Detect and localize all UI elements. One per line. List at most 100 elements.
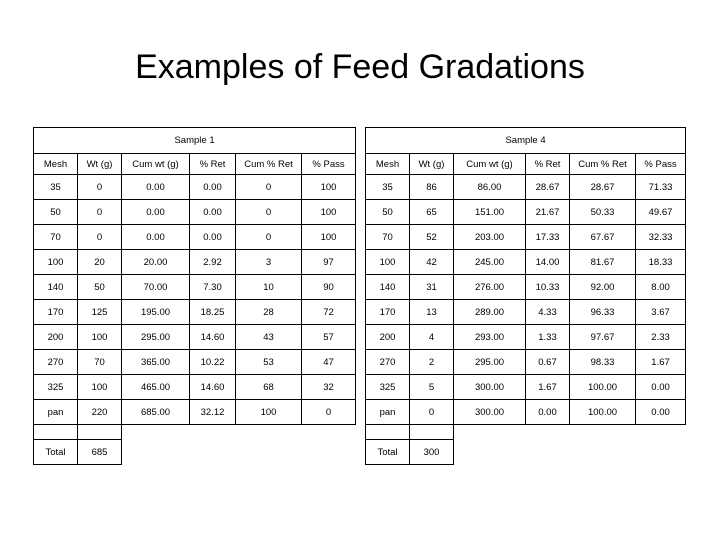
table-cell: 220 [77, 399, 122, 425]
table-cell: 100 [300, 199, 357, 225]
empty-area [122, 425, 356, 440]
table-cell: 81.67 [569, 249, 636, 275]
table-row: 325 100 465.00 14.60 68 32 [33, 374, 357, 400]
table-cell: 2.92 [189, 249, 236, 275]
table-cell: 200 [365, 324, 410, 350]
column-header: Cum wt (g) [453, 153, 526, 175]
table-row: 270 70 365.00 10.22 53 47 [33, 349, 357, 375]
table-cell: 685.00 [121, 399, 190, 425]
table-cell: 70.00 [121, 274, 190, 300]
table-cell: 0 [409, 399, 454, 425]
table-cell: 21.67 [525, 199, 570, 225]
table-cell: 100 [33, 249, 78, 275]
total-value: 685 [77, 439, 122, 465]
table-row: pan 0 300.00 0.00 100.00 0.00 [365, 399, 687, 425]
table-cell: 32.33 [634, 224, 687, 250]
empty-area [454, 440, 686, 465]
table-cell: 18.25 [189, 299, 236, 325]
table-cell: 2.33 [634, 324, 687, 350]
table-cell: 18.33 [634, 249, 687, 275]
sample-4-table: Sample 4 Mesh Wt (g) Cum wt (g)% Ret Cum % R… [364, 127, 687, 465]
column-header: % Ret [189, 153, 236, 175]
table-cell: 10 [235, 274, 302, 300]
table-cell: 200 [33, 324, 78, 350]
table-cell: 28.67 [569, 174, 636, 200]
table-cell: 0.00 [121, 224, 190, 250]
sample-label: Sample 1 [32, 127, 357, 154]
table-row: 100 20 20.00 2.92 3 97 [33, 249, 357, 275]
table-cell: 0 [300, 399, 357, 425]
table-cell: 140 [33, 274, 78, 300]
header-row: Mesh Wt (g) Cum wt (g)% Ret Cum % Ret% Pass [33, 153, 357, 175]
table-cell: 14.00 [525, 249, 570, 275]
column-header: Cum % Ret [569, 153, 636, 175]
column-header: Mesh [33, 153, 78, 175]
table-cell: 100 [77, 324, 122, 350]
table-cell: 35 [365, 174, 410, 200]
table-cell: 300.00 [453, 374, 526, 400]
table-cell: 28.67 [525, 174, 570, 200]
table-cell: 67.67 [569, 224, 636, 250]
table-cell: 245.00 [453, 249, 526, 275]
table-cell: 0.00 [121, 174, 190, 200]
table-cell: 68 [235, 374, 302, 400]
spacer-cell [365, 424, 410, 440]
table-cell: 465.00 [121, 374, 190, 400]
table-cell: 0.67 [525, 349, 570, 375]
table-cell: 0 [77, 199, 122, 225]
column-header: Cum % Ret [235, 153, 302, 175]
column-header: % Ret [525, 153, 570, 175]
table-cell: 65 [409, 199, 454, 225]
column-header: Wt (g) [409, 153, 454, 175]
table-cell: 31 [409, 274, 454, 300]
table-cell: 0 [235, 174, 302, 200]
table-row: 325 5 300.00 1.67 100.00 0.00 [365, 374, 687, 400]
table-cell: 14.60 [189, 324, 236, 350]
table-row: 100 42 245.00 14.00 81.67 18.33 [365, 249, 687, 275]
spacer-cell [77, 424, 122, 440]
sample-1-table: Sample 1 Mesh Wt (g) Cum wt (g)% Ret Cum % R… [32, 127, 357, 465]
empty-area [122, 440, 356, 465]
table-row: 200 100 295.00 14.60 43 57 [33, 324, 357, 350]
table-row: 70 0 0.00 0.00 0 100 [33, 224, 357, 250]
table-cell: 170 [365, 299, 410, 325]
sample-label: Sample 4 [364, 127, 687, 154]
table-row: 200 4 293.00 1.33 97.67 2.33 [365, 324, 687, 350]
table-cell: 53 [235, 349, 302, 375]
column-header: Cum wt (g) [121, 153, 190, 175]
table-cell: 203.00 [453, 224, 526, 250]
table-cell: 42 [409, 249, 454, 275]
table-cell: 1.67 [634, 349, 687, 375]
column-header: % Pass [634, 153, 687, 175]
table-row: 270 2 295.00 0.67 98.33 1.67 [365, 349, 687, 375]
table-cell: 170 [33, 299, 78, 325]
table-cell: 0.00 [189, 199, 236, 225]
table-cell: 50 [77, 274, 122, 300]
table-cell: 300.00 [453, 399, 526, 425]
table-cell: 8.00 [634, 274, 687, 300]
table-cell: 70 [365, 224, 410, 250]
table-cell: 3 [235, 249, 302, 275]
table-cell: 52 [409, 224, 454, 250]
table-cell: 43 [235, 324, 302, 350]
table-cell: 4.33 [525, 299, 570, 325]
table-row: 35 0 0.00 0.00 0 100 [33, 174, 357, 200]
spacer-cell [33, 424, 78, 440]
table-cell: 0.00 [189, 224, 236, 250]
table-cell: 50.33 [569, 199, 636, 225]
table-cell: 10.33 [525, 274, 570, 300]
total-row: Total 300 [365, 439, 686, 465]
table-cell: 365.00 [121, 349, 190, 375]
table-cell: pan [365, 399, 410, 425]
table-cell: 97 [300, 249, 357, 275]
spacer-row [33, 424, 356, 440]
table-cell: 100 [300, 174, 357, 200]
table-cell: 97.67 [569, 324, 636, 350]
spacer-row [365, 424, 686, 440]
table-cell: 1.33 [525, 324, 570, 350]
table-cell: 0 [235, 224, 302, 250]
table-cell: 0 [235, 199, 302, 225]
table-cell: 13 [409, 299, 454, 325]
table-cell: 32 [300, 374, 357, 400]
table-cell: 32.12 [189, 399, 236, 425]
